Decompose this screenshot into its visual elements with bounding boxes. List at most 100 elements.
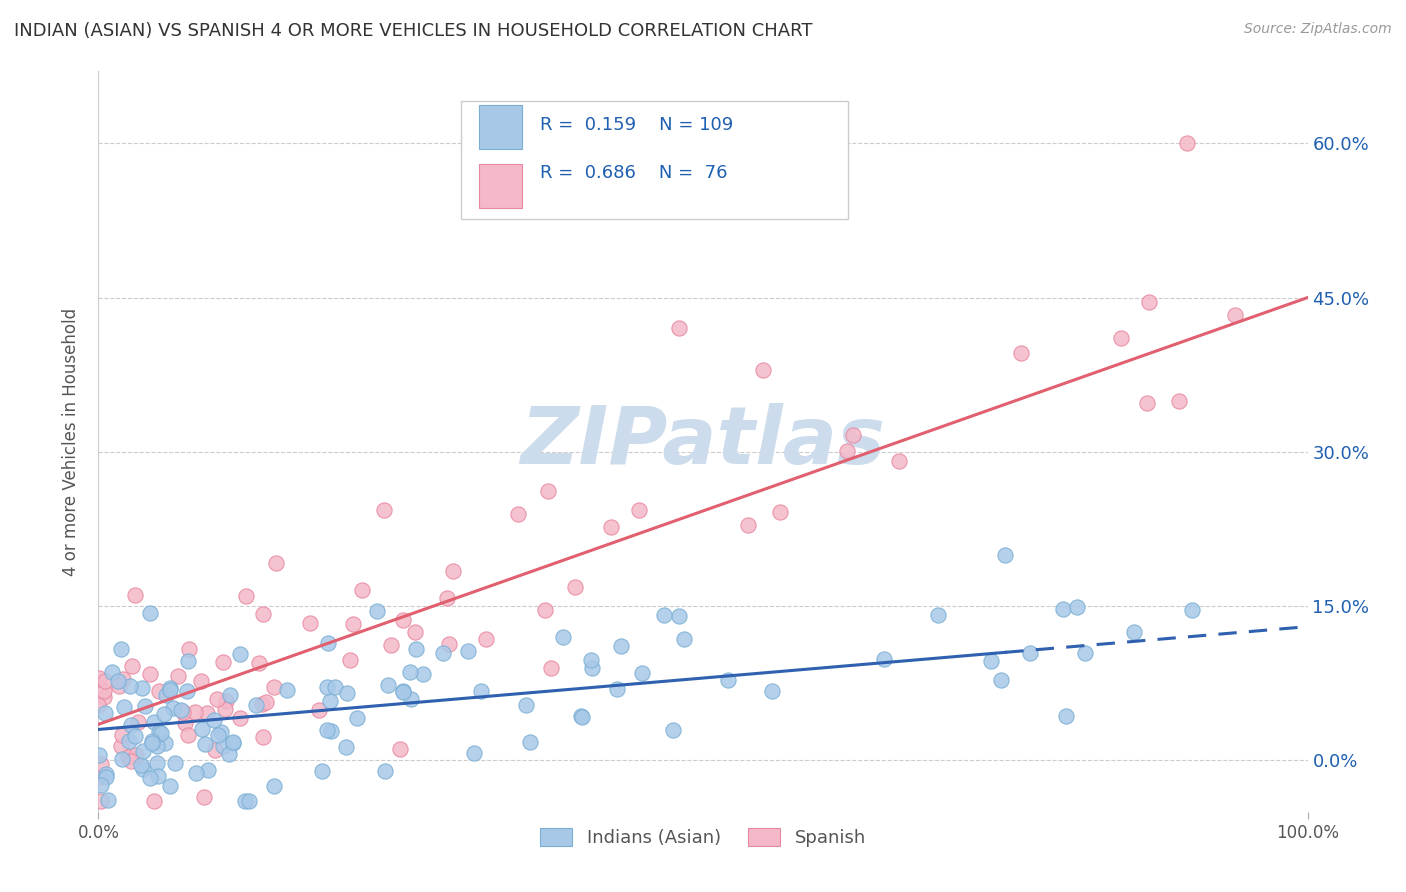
Point — [215, 694, 238, 708]
Point — [207, 728, 229, 742]
Point — [1074, 646, 1097, 660]
Point — [89, 671, 111, 685]
Point — [146, 769, 169, 783]
Point — [110, 642, 132, 657]
Point — [252, 730, 274, 744]
Point — [191, 722, 214, 736]
Point — [412, 667, 434, 681]
Point — [111, 728, 134, 742]
Point — [90, 779, 112, 793]
Point — [121, 658, 143, 673]
Point — [124, 729, 146, 743]
Point — [172, 706, 194, 720]
Point — [672, 632, 695, 647]
Point — [90, 794, 112, 808]
Point — [717, 673, 740, 687]
Point — [152, 706, 174, 721]
Point — [374, 764, 396, 778]
Text: INDIAN (ASIAN) VS SPANISH 4 OR MORE VEHICLES IN HOUSEHOLD CORRELATION CHART: INDIAN (ASIAN) VS SPANISH 4 OR MORE VEHI… — [14, 22, 813, 40]
Point — [835, 444, 858, 458]
Point — [238, 794, 260, 808]
Point — [316, 636, 339, 650]
Point — [94, 767, 117, 781]
Point — [193, 790, 215, 805]
Point — [551, 630, 574, 644]
Point — [1175, 136, 1198, 151]
Point — [252, 697, 274, 711]
Point — [319, 694, 342, 708]
Point — [125, 747, 148, 762]
Point — [990, 673, 1012, 688]
Point — [441, 564, 464, 578]
Point — [235, 589, 257, 603]
Point — [190, 674, 212, 689]
Point — [342, 617, 364, 632]
Point — [254, 695, 277, 709]
Point — [1066, 600, 1088, 615]
Point — [112, 673, 135, 687]
Point — [87, 748, 110, 763]
Point — [221, 736, 243, 750]
Point — [388, 742, 411, 756]
Point — [245, 698, 267, 712]
Point — [606, 682, 628, 697]
Point — [474, 632, 496, 647]
Point — [311, 764, 333, 778]
Point — [630, 665, 652, 680]
Point — [110, 739, 132, 754]
Point — [90, 757, 112, 772]
Point — [373, 502, 395, 516]
Point — [177, 654, 200, 668]
Point — [124, 589, 146, 603]
Point — [222, 735, 245, 749]
Point — [141, 736, 163, 750]
Point — [159, 681, 181, 695]
Point — [87, 698, 110, 712]
Point — [392, 613, 415, 627]
Text: ZIPatlas: ZIPatlas — [520, 402, 886, 481]
Point — [536, 483, 558, 498]
Point — [148, 684, 170, 698]
Point — [111, 752, 134, 766]
Point — [1052, 602, 1074, 616]
Point — [209, 725, 232, 739]
Point — [94, 706, 117, 721]
Point — [319, 723, 342, 738]
Bar — [479, 164, 522, 209]
Point — [980, 654, 1002, 668]
Point — [842, 428, 865, 442]
Point — [132, 744, 155, 758]
Point — [1136, 396, 1159, 410]
Point — [219, 688, 242, 702]
Point — [336, 686, 359, 700]
Point — [508, 508, 530, 522]
Point — [148, 724, 170, 739]
Point — [339, 653, 361, 667]
Point — [184, 705, 207, 719]
Point — [432, 646, 454, 660]
Point — [628, 503, 651, 517]
Point — [131, 681, 153, 695]
Point — [581, 661, 603, 675]
Point — [263, 779, 285, 793]
Text: R =  0.686    N =  76: R = 0.686 N = 76 — [540, 164, 727, 182]
Point — [112, 700, 135, 714]
Point — [204, 743, 226, 757]
Point — [1019, 646, 1042, 660]
Point — [457, 643, 479, 657]
Point — [218, 747, 240, 762]
Point — [120, 754, 142, 768]
Point — [380, 638, 402, 652]
Point — [463, 747, 485, 761]
Point — [470, 684, 492, 698]
Point — [194, 737, 217, 751]
Point — [752, 362, 775, 376]
Point — [263, 680, 285, 694]
Point — [150, 726, 173, 740]
Point — [600, 520, 623, 534]
Point — [1123, 624, 1146, 639]
Point — [184, 766, 207, 780]
Point — [134, 698, 156, 713]
Point — [159, 779, 181, 793]
Y-axis label: 4 or more Vehicles in Household: 4 or more Vehicles in Household — [62, 308, 80, 575]
